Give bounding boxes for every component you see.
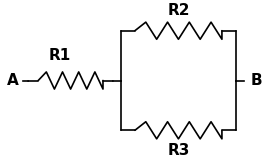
Text: A: A: [7, 73, 19, 88]
Text: R3: R3: [167, 143, 190, 158]
Text: B: B: [251, 73, 262, 88]
Text: R2: R2: [167, 3, 190, 18]
Text: R1: R1: [49, 48, 71, 63]
